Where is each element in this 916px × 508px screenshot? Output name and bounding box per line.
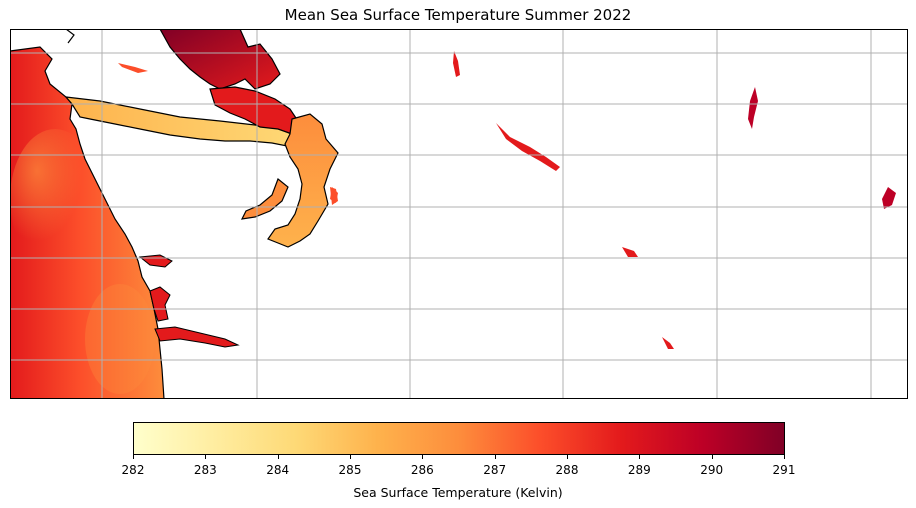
lake-fragment [622,247,638,257]
puget-sound [267,113,339,248]
colorbar-label: Sea Surface Temperature (Kelvin) [353,485,563,500]
coastline [65,29,75,44]
gridlines [10,29,908,399]
colorbar-tick-mark [494,455,496,459]
lake-fragment [453,51,460,77]
colorbar-tick-label: 286 [410,463,434,477]
lake-fragment [662,337,674,349]
columbia-river [154,326,240,348]
colorbar [133,422,785,455]
colorbar-tick-mark [784,455,785,459]
colorbar-tick-mark [350,455,351,459]
lake-fragment [748,87,758,129]
colorbar-tick-mark [133,455,134,459]
strait-of-georgia [159,29,281,90]
sst-map [10,29,908,399]
colorbar-tick-mark [711,455,713,459]
colorbar-tick-label: 290 [700,463,724,477]
lake-fragment [118,63,148,73]
lake-fragment [330,187,338,203]
cool-patch [85,284,155,394]
colorbar-tick-mark [422,455,424,459]
colorbar-tick-label: 291 [772,463,796,477]
lake-fragment [496,123,560,171]
colorbar-tick-mark [205,455,207,459]
cool-patch [10,129,100,269]
colorbar-tick-mark [277,455,279,459]
willapa-bay [149,286,171,322]
grays-harbor [138,254,173,268]
colorbar-tick-label: 283 [193,463,217,477]
colorbar-tick-label: 284 [266,463,290,477]
colorbar-tick-mark [567,455,568,459]
colorbar-tick-label: 289 [627,463,651,477]
map-frame [10,29,908,399]
colorbar-tick-label: 282 [121,463,145,477]
strait-juan-de-fuca [64,96,299,148]
colorbar-tick-label: 287 [483,463,507,477]
colorbar-tick-mark [639,455,641,459]
colorbar-ticks: 282 283 284 285 286 287 288 289 290 291 [0,455,916,485]
colorbar-tick-label: 285 [338,463,362,477]
colorbar-tick-label: 288 [555,463,579,477]
hood-canal [240,178,289,220]
lake-fragment [882,187,896,209]
map-title: Mean Sea Surface Temperature Summer 2022 [284,6,632,24]
